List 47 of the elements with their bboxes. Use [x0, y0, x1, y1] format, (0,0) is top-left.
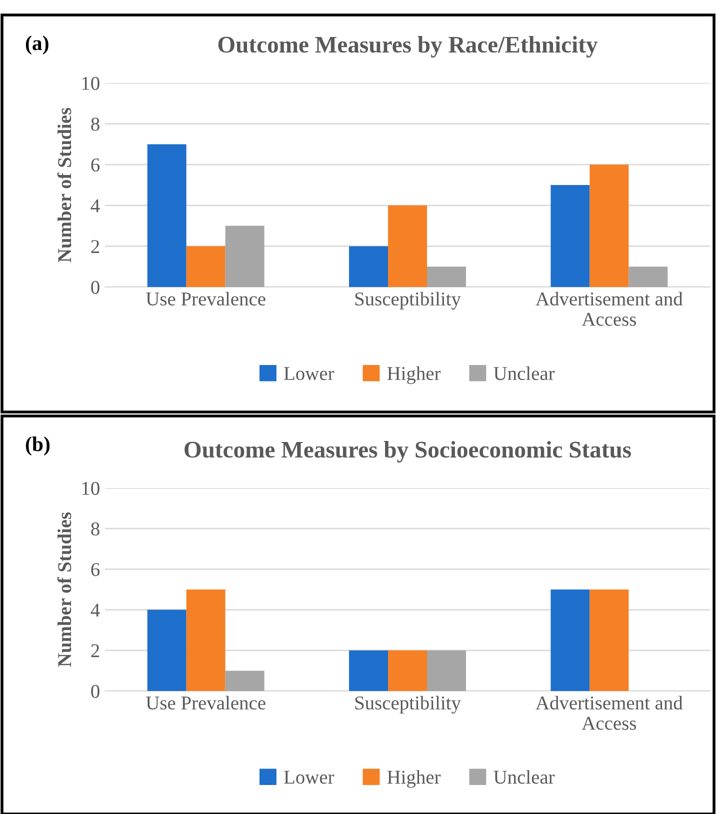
bar	[590, 590, 629, 691]
y-tick-label: 4	[90, 199, 100, 212]
bar	[186, 590, 226, 691]
y-tick-label: 10	[82, 76, 100, 90]
bar	[225, 670, 264, 691]
y-tick-label: 6	[91, 563, 100, 576]
y-tick-label: 2	[91, 644, 100, 658]
bar	[388, 650, 427, 691]
legend-label: Unclear	[494, 770, 555, 784]
bar	[550, 590, 590, 691]
text: (a)	[26, 36, 48, 54]
bar	[590, 164, 629, 287]
bar	[225, 226, 264, 287]
legend-label: Lower	[284, 770, 334, 784]
bar	[426, 650, 466, 691]
x-tick-label: Advertisement and Access	[536, 292, 683, 326]
legend-label: Lower	[284, 367, 334, 380]
y-tick-label: 2	[91, 240, 100, 253]
bar	[426, 266, 466, 287]
x-tick-label: Use Prevalence	[146, 292, 266, 306]
y-tick-label: 0	[91, 280, 100, 294]
chart-title: Outcome Measures by Race/Ethnicity	[218, 36, 598, 58]
y-tick-label: 10	[82, 482, 100, 495]
text: (b)	[26, 436, 50, 456]
bar	[628, 266, 668, 287]
bar	[147, 144, 186, 287]
x-tick-label: Susceptibility	[355, 292, 461, 310]
y-tick-label: 6	[91, 158, 100, 172]
x-tick-label: Susceptibility	[355, 696, 461, 714]
bar	[388, 205, 427, 287]
x-tick-label: Advertisement and Access	[536, 696, 683, 730]
bar	[147, 610, 186, 691]
chart-title: Outcome Measures by Socioeconomic Status	[184, 441, 631, 463]
y-tick-label: 8	[91, 522, 100, 536]
bar	[349, 246, 388, 287]
legend-label: Higher	[387, 366, 441, 384]
legend-label: Unclear	[494, 366, 555, 380]
y-tick-label: 4	[90, 604, 100, 617]
bar	[349, 650, 388, 691]
y-axis-title: Number of Studies	[57, 512, 72, 667]
y-tick-label: 0	[91, 684, 100, 698]
bar	[550, 185, 590, 287]
y-tick-label: 8	[91, 118, 100, 131]
y-axis-title: Number of Studies	[57, 108, 72, 262]
x-tick-label: Use Prevalence	[146, 696, 266, 710]
legend-label: Higher	[387, 770, 441, 788]
bar	[186, 246, 226, 287]
